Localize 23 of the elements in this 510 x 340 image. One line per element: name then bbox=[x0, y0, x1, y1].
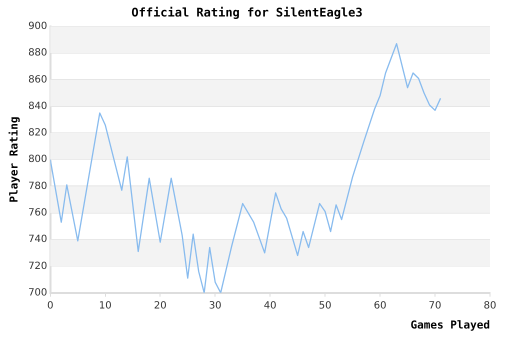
y-tick-label: 720 bbox=[28, 260, 48, 272]
x-tick-label: 80 bbox=[484, 300, 496, 312]
y-tick-label: 700 bbox=[28, 287, 48, 298]
y-tick-label: 820 bbox=[28, 128, 48, 139]
x-tick-label: 70 bbox=[428, 300, 442, 312]
x-tick-label: 30 bbox=[208, 300, 222, 312]
chart-title: Official Rating for SilentEagle3 bbox=[131, 5, 363, 20]
y-tick-label: 760 bbox=[28, 207, 48, 218]
y-tick-label: 860 bbox=[28, 74, 48, 86]
y-tick-label: 740 bbox=[28, 234, 48, 246]
x-tick-label: 50 bbox=[318, 300, 332, 312]
y-tick-label: 840 bbox=[28, 100, 48, 112]
x-tick-label: 60 bbox=[374, 300, 386, 312]
y-tick-label: 880 bbox=[28, 48, 48, 59]
x-tick-label: 40 bbox=[264, 300, 277, 312]
x-tick-label: 0 bbox=[47, 300, 54, 312]
y-tick-label: 900 bbox=[28, 20, 48, 32]
x-tick-label: 20 bbox=[154, 300, 167, 312]
x-axis-title: Games Played bbox=[410, 318, 490, 332]
x-tick-label: 10 bbox=[98, 300, 112, 312]
y-tick-label: 780 bbox=[28, 180, 48, 192]
y-tick-label: 800 bbox=[28, 154, 48, 166]
y-axis-title: Player Rating bbox=[7, 116, 20, 203]
